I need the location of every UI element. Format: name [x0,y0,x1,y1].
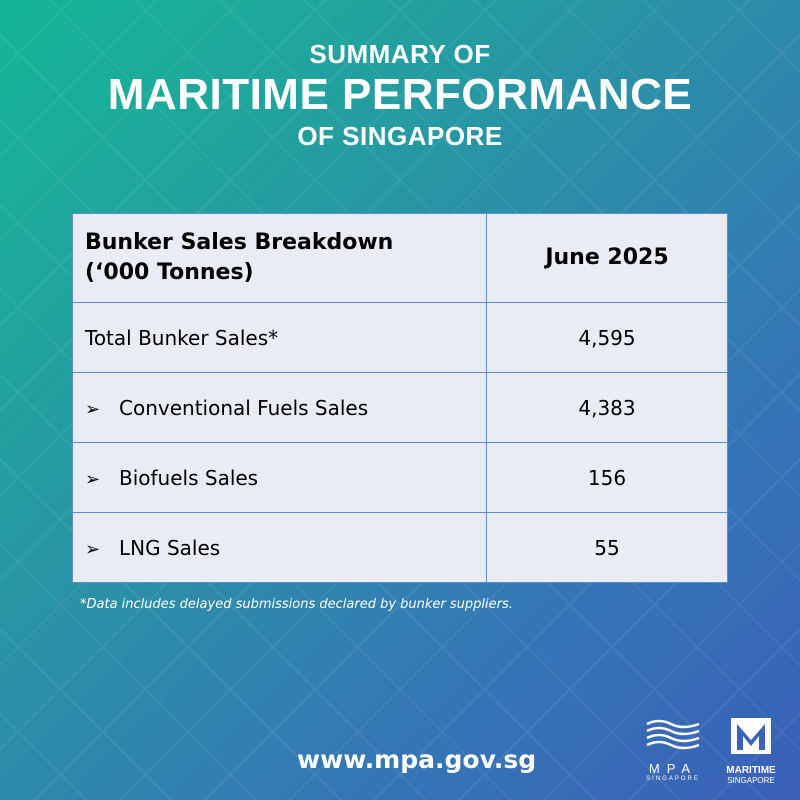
maritime-singapore-sub: SINGAPORE [727,776,775,785]
header-period-cell: June 2025 [486,213,728,303]
row-label-cell: ➢ Biofuels Sales [72,442,487,513]
maritime-singapore-logo: MARITIME SINGAPORE [718,716,784,785]
footnote: *Data includes delayed submissions decla… [80,597,513,612]
row-value: 4,595 [486,302,728,373]
table-row: ➢ Biofuels Sales 156 [72,442,728,513]
row-value: 156 [486,442,728,513]
row-label-cell: ➢ LNG Sales [72,512,487,583]
row-label: Conventional Fuels Sales [119,395,369,420]
row-value: 55 [486,512,728,583]
row-label: LNG Sales [119,535,221,560]
mpa-logo-name: MPA [648,761,698,776]
website-link[interactable]: www.mpa.gov.sg [297,745,537,774]
header-label-cell: Bunker Sales Breakdown (‘000 Tonnes) [72,213,487,303]
row-label-cell: ➢ Conventional Fuels Sales [72,372,487,443]
arrow-bullet-icon: ➢ [85,398,101,420]
table-header-row: Bunker Sales Breakdown (‘000 Tonnes) Jun… [72,213,728,303]
title-line-1: SUMMARY OF [309,39,491,69]
header-label-line-1: Bunker Sales Breakdown [85,230,394,255]
bunker-sales-table: Bunker Sales Breakdown (‘000 Tonnes) Jun… [72,213,728,583]
arrow-bullet-icon: ➢ [85,468,101,490]
row-label: Biofuels Sales [119,465,259,490]
table-row: ➢ Conventional Fuels Sales 4,383 [72,372,728,443]
row-label: Total Bunker Sales* [72,302,487,373]
title-line-2: MARITIME PERFORMANCE [107,70,693,119]
table-row: Total Bunker Sales* 4,595 [72,302,728,373]
mpa-waves-icon [646,719,700,750]
table-row: ➢ LNG Sales 55 [72,512,728,583]
header-label-line-2: (‘000 Tonnes) [85,260,254,285]
title-line-3: OF SINGAPORE [297,121,503,151]
maritime-singapore-name: MARITIME [726,765,776,776]
arrow-bullet-icon: ➢ [85,538,101,560]
maritime-singapore-mark-icon [731,718,771,754]
mpa-logo: MPA SINGAPORE [640,718,706,782]
mpa-logo-sub: SINGAPORE [646,776,700,782]
page-title: SUMMARY OF MARITIME PERFORMANCE OF SINGA… [0,38,800,152]
row-value: 4,383 [486,372,728,443]
